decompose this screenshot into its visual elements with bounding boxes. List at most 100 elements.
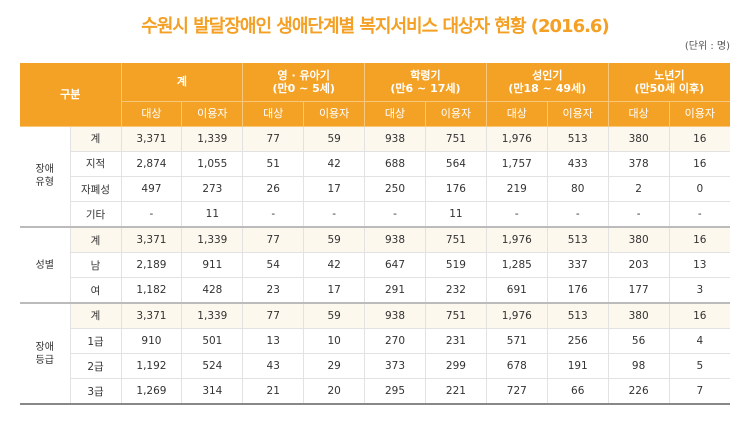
table-cell: 191 xyxy=(547,353,609,380)
table-row: 2급 1,192 524 43 29 373 299 678 191 98 5 xyxy=(20,353,730,380)
row-label: 계 xyxy=(70,227,122,253)
header-group: 영 · 유아기 (만0 ~ 5세) xyxy=(242,63,366,102)
row-label: 여 xyxy=(70,277,122,305)
header-subcol: 대상 xyxy=(121,101,183,127)
table-cell: 250 xyxy=(364,176,426,203)
table-row: 기타 -11- - -11- - - - xyxy=(20,201,730,229)
table-cell: - xyxy=(486,201,548,229)
table-cell: 380 xyxy=(608,303,670,329)
header-group: 성인기 (만18 ~ 49세) xyxy=(486,63,609,102)
table-cell: 273 xyxy=(181,176,244,203)
welfare-table: 구분 계 영 · 유아기 (만0 ~ 5세) 학령기 (만6 ~ 17세) 성인기 (만18 … xyxy=(20,63,730,406)
table-cell: 938 xyxy=(364,227,426,253)
header-subcol: 대상 xyxy=(486,101,548,127)
table-cell: 1,976 xyxy=(486,303,548,329)
table-cell: 203 xyxy=(608,252,670,279)
table-cell: 16 xyxy=(669,303,730,329)
table-cell: 727 xyxy=(486,378,548,406)
table-cell: 232 xyxy=(425,277,487,305)
table-cell: 3 xyxy=(669,277,730,305)
table-row: 여 1,182 428 23 17 291 232 691 176 177 3 xyxy=(20,277,730,305)
table-cell: 29 xyxy=(303,353,366,380)
table-cell: 1,976 xyxy=(486,227,548,253)
table-cell: 16 xyxy=(669,151,730,178)
table-cell: 337 xyxy=(547,252,609,279)
header-group: 계 xyxy=(121,63,244,102)
table-cell: 226 xyxy=(608,378,670,406)
table-cell: 373 xyxy=(364,353,426,380)
table-cell: 1,285 xyxy=(486,252,548,279)
table-row: 장애 등급 계 3,371 1,339 77 59 938 751 1,976 513 380 16 xyxy=(20,303,730,406)
table-cell: 513 xyxy=(547,303,609,329)
table-row: 성별 계 3,371 1,339 77 59 938 751 1,976 513 380 16 xyxy=(20,227,730,305)
table-cell: 938 xyxy=(364,126,426,152)
table-cell: 291 xyxy=(364,277,426,305)
table-cell: 3,371 xyxy=(121,227,183,253)
header-category: 구분 xyxy=(20,63,122,127)
table-cell: 10 xyxy=(303,328,366,355)
table-cell: 314 xyxy=(181,378,244,406)
header-subcol: 이용자 xyxy=(303,101,366,127)
table-cell: 4 xyxy=(669,328,730,355)
table-cell: 1,757 xyxy=(486,151,548,178)
table-cell: 56 xyxy=(608,328,670,355)
table-cell: 16 xyxy=(669,227,730,253)
table-cell: - xyxy=(608,201,670,229)
row-label: 3급 xyxy=(70,378,122,406)
header-group-label: 영 · 유아기 xyxy=(277,68,330,82)
page-title: 수원시 발달장애인 생애단계별 복지서비스 대상자 현황 (2016.6) xyxy=(141,16,609,37)
header-group-age: (만0 ~ 5세) xyxy=(272,81,335,95)
table-cell: 380 xyxy=(608,227,670,253)
table-cell: 513 xyxy=(547,227,609,253)
table-cell: 16 xyxy=(669,126,730,152)
row-label: 지적 xyxy=(70,151,122,178)
table-cell: - xyxy=(364,201,426,229)
table-cell: - xyxy=(303,201,366,229)
section-label: 성별 xyxy=(20,227,71,305)
table-cell: 23 xyxy=(242,277,305,305)
table-cell: 911 xyxy=(181,252,244,279)
table-cell: 11 xyxy=(425,201,487,229)
table-cell: 1,269 xyxy=(121,378,183,406)
table-cell: - xyxy=(669,201,730,229)
header-group: 학령기 (만6 ~ 17세) xyxy=(364,63,487,102)
table-cell: 20 xyxy=(303,378,366,406)
table-cell: 59 xyxy=(303,227,366,253)
table-cell: 497 xyxy=(121,176,183,203)
table-row: 지적 2,874 1,055 51 42 688 564 1,757 433 378 16 xyxy=(20,151,730,178)
table-cell: 13 xyxy=(669,252,730,279)
row-label: 기타 xyxy=(70,201,122,229)
table-cell: 270 xyxy=(364,328,426,355)
table-cell: 1,339 xyxy=(181,126,244,152)
table-cell: 751 xyxy=(425,227,487,253)
table-cell: 13 xyxy=(242,328,305,355)
row-label: 계 xyxy=(70,126,122,152)
table-cell: 299 xyxy=(425,353,487,380)
table-cell: 231 xyxy=(425,328,487,355)
header-group-age: (만18 ~ 49세) xyxy=(508,81,587,95)
table-row: 3급 1,269 314 21 20 295 221 727 66 226 7 xyxy=(20,378,730,406)
unit-label: (단위 : 명) xyxy=(684,41,730,52)
table-cell: 1,339 xyxy=(181,227,244,253)
table-cell: 80 xyxy=(547,176,609,203)
table-cell: 51 xyxy=(242,151,305,178)
table-cell: 26 xyxy=(242,176,305,203)
table-row: 1급 910 501 13 10 270 231 571 256 56 4 xyxy=(20,328,730,355)
table-cell: 678 xyxy=(486,353,548,380)
table-cell: 177 xyxy=(608,277,670,305)
table-cell: 501 xyxy=(181,328,244,355)
table-cell: 11 xyxy=(181,201,244,229)
table-cell: 1,339 xyxy=(181,303,244,329)
table-cell: 176 xyxy=(425,176,487,203)
table-row: 남 2,189 911 54 42 647 519 1,285 337 203 13 xyxy=(20,252,730,279)
table-cell: 295 xyxy=(364,378,426,406)
header-subcol: 이용자 xyxy=(669,101,730,127)
table-cell: - xyxy=(121,201,183,229)
table-cell: 564 xyxy=(425,151,487,178)
table-cell: 524 xyxy=(181,353,244,380)
table-cell: - xyxy=(547,201,609,229)
table-cell: 2,189 xyxy=(121,252,183,279)
header-group-label: 계 xyxy=(176,75,187,89)
row-label: 1급 xyxy=(70,328,122,355)
table-cell: 17 xyxy=(303,176,366,203)
